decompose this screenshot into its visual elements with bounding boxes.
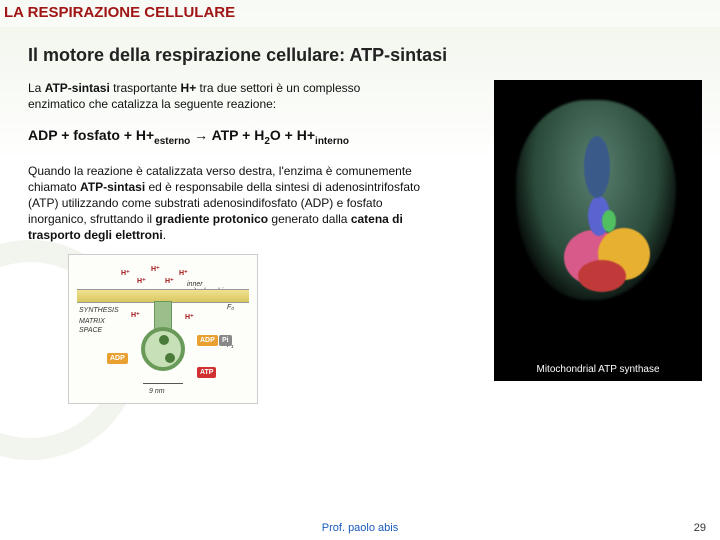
image-caption: Mitochondrial ATP synthase [494,360,702,381]
adp-tag: ADP [107,353,128,364]
hplus-icon: H⁺ [121,269,130,278]
atp-tag: ATP [197,367,216,378]
header-bar: LA RESPIRAZIONE CELLULARE [0,0,720,27]
desc-d: gradiente protonico [155,212,268,226]
protein-blob [602,210,616,232]
scale-bar [143,383,183,384]
slide-subtitle: Il motore della respirazione cellulare: … [28,45,720,66]
hplus-icon: H⁺ [151,265,160,274]
description-text: Quando la reazione è catalizzata verso d… [28,163,438,244]
atp-synthase-image [494,80,702,360]
hplus-icon: H⁺ [185,313,194,322]
intro-bold2: H+ [181,81,197,95]
hplus-icon: H⁺ [131,311,140,320]
header-title: LA RESPIRAZIONE CELLULARE [4,4,716,21]
reaction-arrow: → [190,127,211,143]
reaction-sub3: interno [315,136,349,147]
reaction-lhs: ADP + fosfato + H+ [28,127,154,143]
hplus-icon: H⁺ [137,277,146,286]
reaction-sub1: esterno [154,136,190,147]
page-number: 29 [694,522,706,534]
protein-blob [584,136,610,198]
label-matrix-space: MATRIX SPACE [79,317,105,336]
scale-label: 9 nm [149,387,165,396]
desc-b: ATP-sintasi [80,180,145,194]
intro-bold1: ATP-sintasi [45,81,110,95]
right-column: Mitochondrial ATP synthase [494,80,702,404]
hplus-icon: H⁺ [179,269,188,278]
intro-pre: La [28,81,45,95]
content-row: La ATP-sintasi trasportante H+ tra due s… [0,80,720,404]
intro-mid1: trasportante [110,81,181,95]
f1-head [141,327,185,371]
pi-tag: Pi [219,335,232,346]
intro-text: La ATP-sintasi trasportante H+ tra due s… [28,80,388,112]
left-column: La ATP-sintasi trasportante H+ tra due s… [28,80,478,404]
protein-blob [578,260,626,292]
reaction-equation: ADP + fosfato + H+esterno → ATP + H2O + … [28,126,478,148]
reaction-rhs1: ATP + H [212,127,265,143]
desc-e: generato dalla [268,212,351,226]
adp-tag: ADP [197,335,218,346]
label-f0: F₀ [227,303,234,312]
reaction-rhs2: O + H+ [270,127,315,143]
footer-author: Prof. paolo abis [322,522,398,534]
atp-synthase-diagram: ATP SYNTHESIS inner mitochondria membran… [68,254,258,404]
hplus-icon: H⁺ [165,277,174,286]
desc-g: . [163,228,166,242]
